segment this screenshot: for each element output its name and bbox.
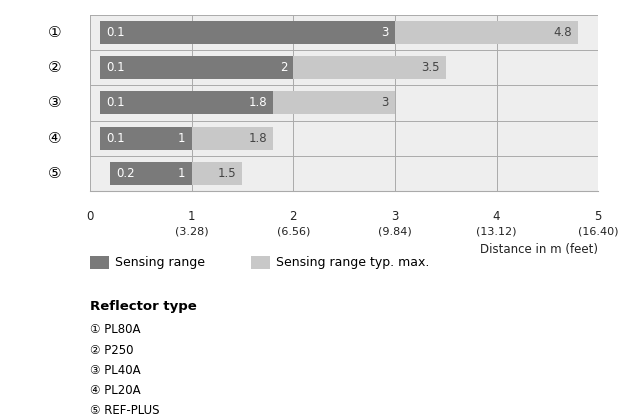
Text: 4.8: 4.8: [553, 26, 572, 39]
Bar: [90, 156, 598, 191]
Text: ④ PL20A: ④ PL20A: [90, 384, 141, 397]
Text: 2: 2: [290, 210, 297, 223]
Text: ⑤: ⑤: [48, 166, 62, 181]
Text: 4: 4: [493, 210, 500, 223]
Text: ⑤ REF-PLUS: ⑤ REF-PLUS: [90, 404, 159, 417]
Bar: [90, 85, 598, 121]
Bar: [90, 50, 598, 85]
Text: 2: 2: [280, 61, 287, 74]
Text: 0.1: 0.1: [106, 61, 125, 74]
Text: ③ PL40A: ③ PL40A: [90, 364, 141, 377]
Bar: [100, 21, 395, 44]
Text: 0.1: 0.1: [106, 132, 125, 144]
Text: 0: 0: [86, 210, 94, 223]
Text: 3: 3: [381, 26, 389, 39]
Bar: [273, 92, 395, 114]
Text: Sensing range typ. max.: Sensing range typ. max.: [276, 256, 429, 269]
Text: ④: ④: [48, 131, 62, 146]
Text: 0.1: 0.1: [106, 97, 125, 109]
Text: 1.8: 1.8: [248, 132, 267, 144]
Bar: [100, 92, 273, 114]
Text: 1.5: 1.5: [218, 167, 236, 180]
Text: ② P250: ② P250: [90, 344, 133, 357]
Text: 1: 1: [178, 167, 185, 180]
Text: (3.28): (3.28): [175, 227, 208, 237]
Text: Distance in m (feet): Distance in m (feet): [480, 243, 598, 256]
Text: Reflector type: Reflector type: [90, 300, 197, 313]
Text: 1: 1: [188, 210, 195, 223]
Bar: [90, 121, 598, 156]
Bar: [395, 21, 578, 44]
Text: 1: 1: [178, 132, 185, 144]
Bar: [192, 162, 242, 185]
Text: ①: ①: [48, 25, 62, 40]
Bar: [100, 56, 293, 79]
Text: (9.84): (9.84): [378, 227, 412, 237]
Bar: [293, 56, 446, 79]
Text: 0.2: 0.2: [117, 167, 135, 180]
Text: (13.12): (13.12): [476, 227, 517, 237]
Text: 3: 3: [391, 210, 399, 223]
Text: ②: ②: [48, 60, 62, 75]
Text: ① PL80A: ① PL80A: [90, 323, 140, 336]
Text: (6.56): (6.56): [277, 227, 310, 237]
Bar: [110, 162, 192, 185]
Bar: [192, 127, 273, 150]
Text: 0.1: 0.1: [106, 26, 125, 39]
Text: 3.5: 3.5: [421, 61, 440, 74]
Text: 3: 3: [381, 97, 389, 109]
Bar: [90, 15, 598, 50]
Text: 5: 5: [595, 210, 602, 223]
Bar: [100, 127, 192, 150]
Text: (16.40): (16.40): [578, 227, 619, 237]
Text: Sensing range: Sensing range: [115, 256, 205, 269]
Text: 1.8: 1.8: [248, 97, 267, 109]
Text: ③: ③: [48, 95, 62, 110]
